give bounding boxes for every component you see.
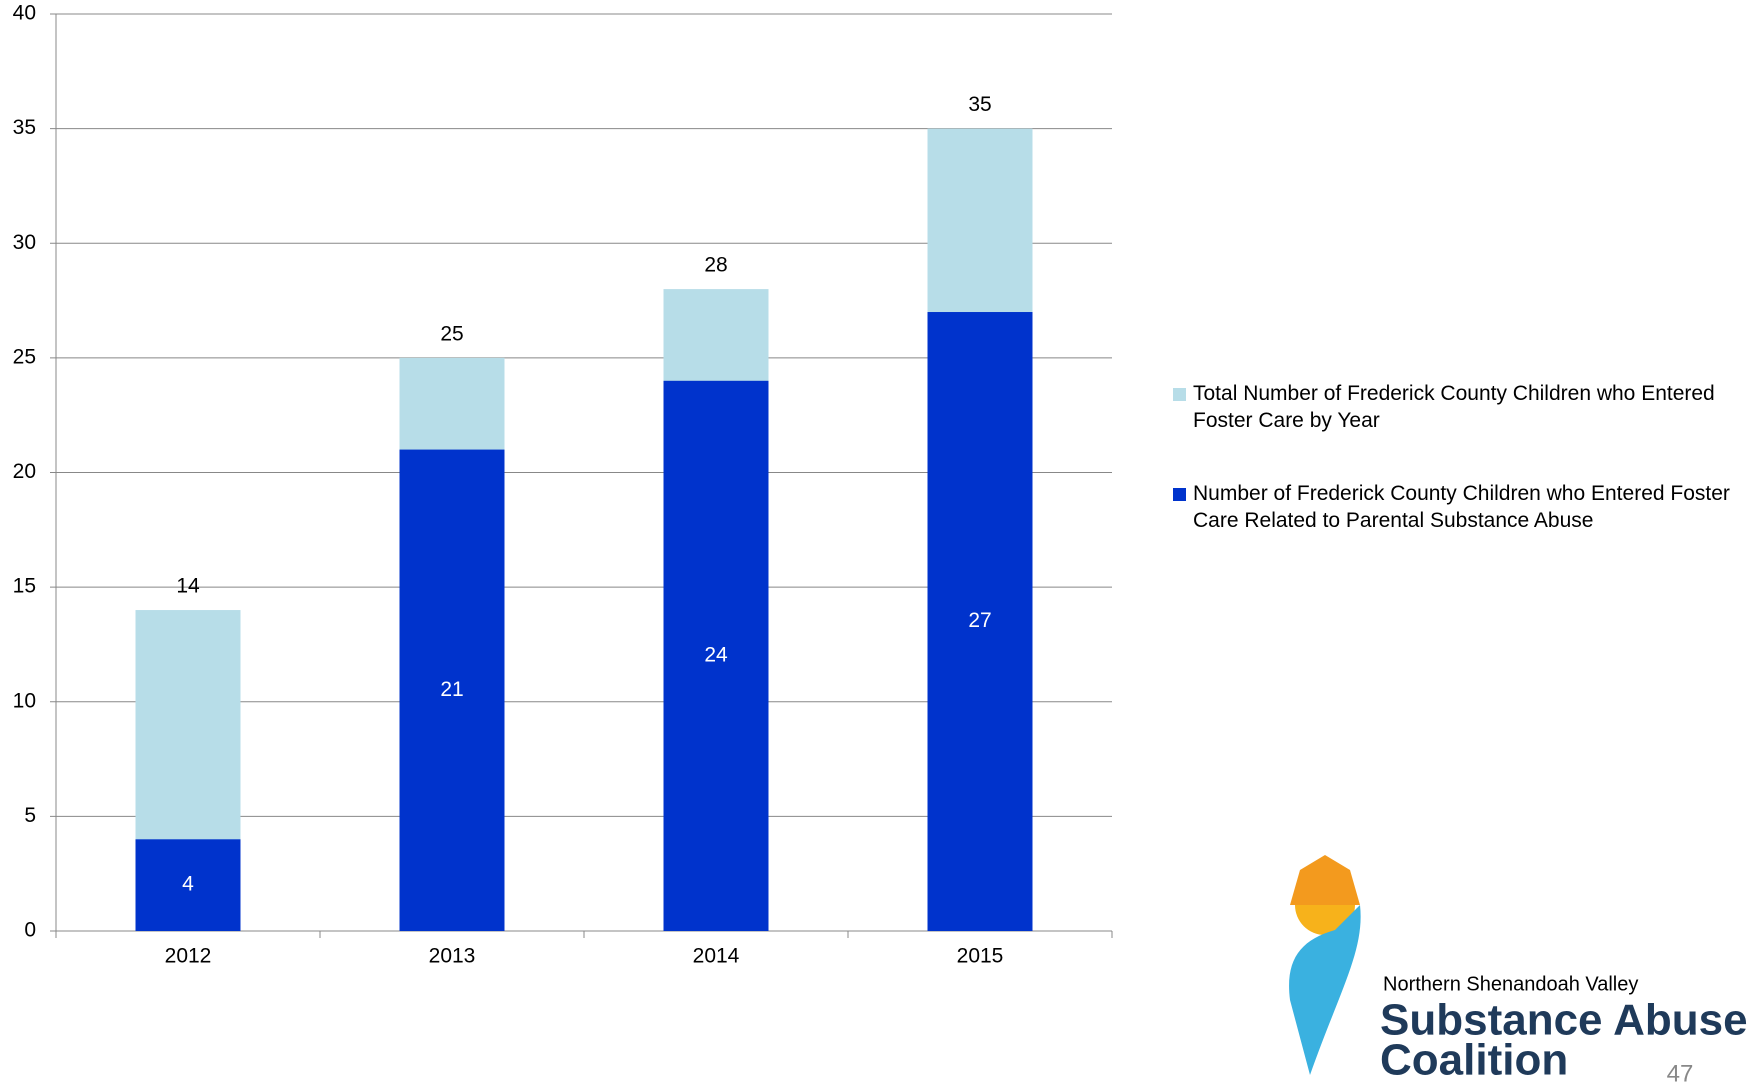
data-label: 28 [704,254,727,277]
legend-label: Total Number of Frederick County Childre… [1193,382,1715,432]
logo-rays [1290,855,1360,905]
legend-label: Number of Frederick County Children who … [1193,482,1730,532]
data-label: 35 [968,93,991,116]
x-tick-label: 2013 [429,945,476,968]
bar [399,449,505,931]
data-label: 14 [176,575,200,598]
x-tick-label: 2014 [693,945,740,968]
logo-line: Northern Shenandoah Valley [1383,973,1638,995]
y-tick-label: 30 [13,231,36,254]
bar [135,839,241,931]
x-tick-label: 2015 [957,945,1004,968]
legend-swatch [1173,488,1186,501]
page-number: 47 [1667,1060,1694,1087]
logo: Northern Shenandoah Valley Substance Abu… [1289,855,1748,1085]
y-tick-label: 35 [13,116,36,139]
data-label: 4 [182,873,194,896]
y-tick-label: 40 [13,2,36,25]
y-tick-label: 5 [24,804,36,827]
logo-line: Coalition [1380,1036,1568,1085]
y-tick-label: 15 [13,575,36,598]
y-tick-label: 10 [13,689,36,712]
data-label: 21 [440,678,463,701]
data-label: 25 [440,322,463,345]
data-label: 27 [968,609,991,632]
bar [927,312,1033,931]
logo-line: Substance Abuse [1380,996,1748,1045]
data-label: 24 [704,643,728,666]
y-tick-label: 0 [24,919,36,942]
legend-swatch [1173,388,1186,401]
x-tick-label: 2012 [165,945,212,968]
logo-hand [1289,905,1361,1075]
y-tick-label: 20 [13,460,36,483]
legend-item: Number of Frederick County Children who … [1173,480,1758,534]
legend-item: Total Number of Frederick County Childre… [1173,380,1758,434]
bar [663,380,769,931]
y-tick-label: 25 [13,345,36,368]
